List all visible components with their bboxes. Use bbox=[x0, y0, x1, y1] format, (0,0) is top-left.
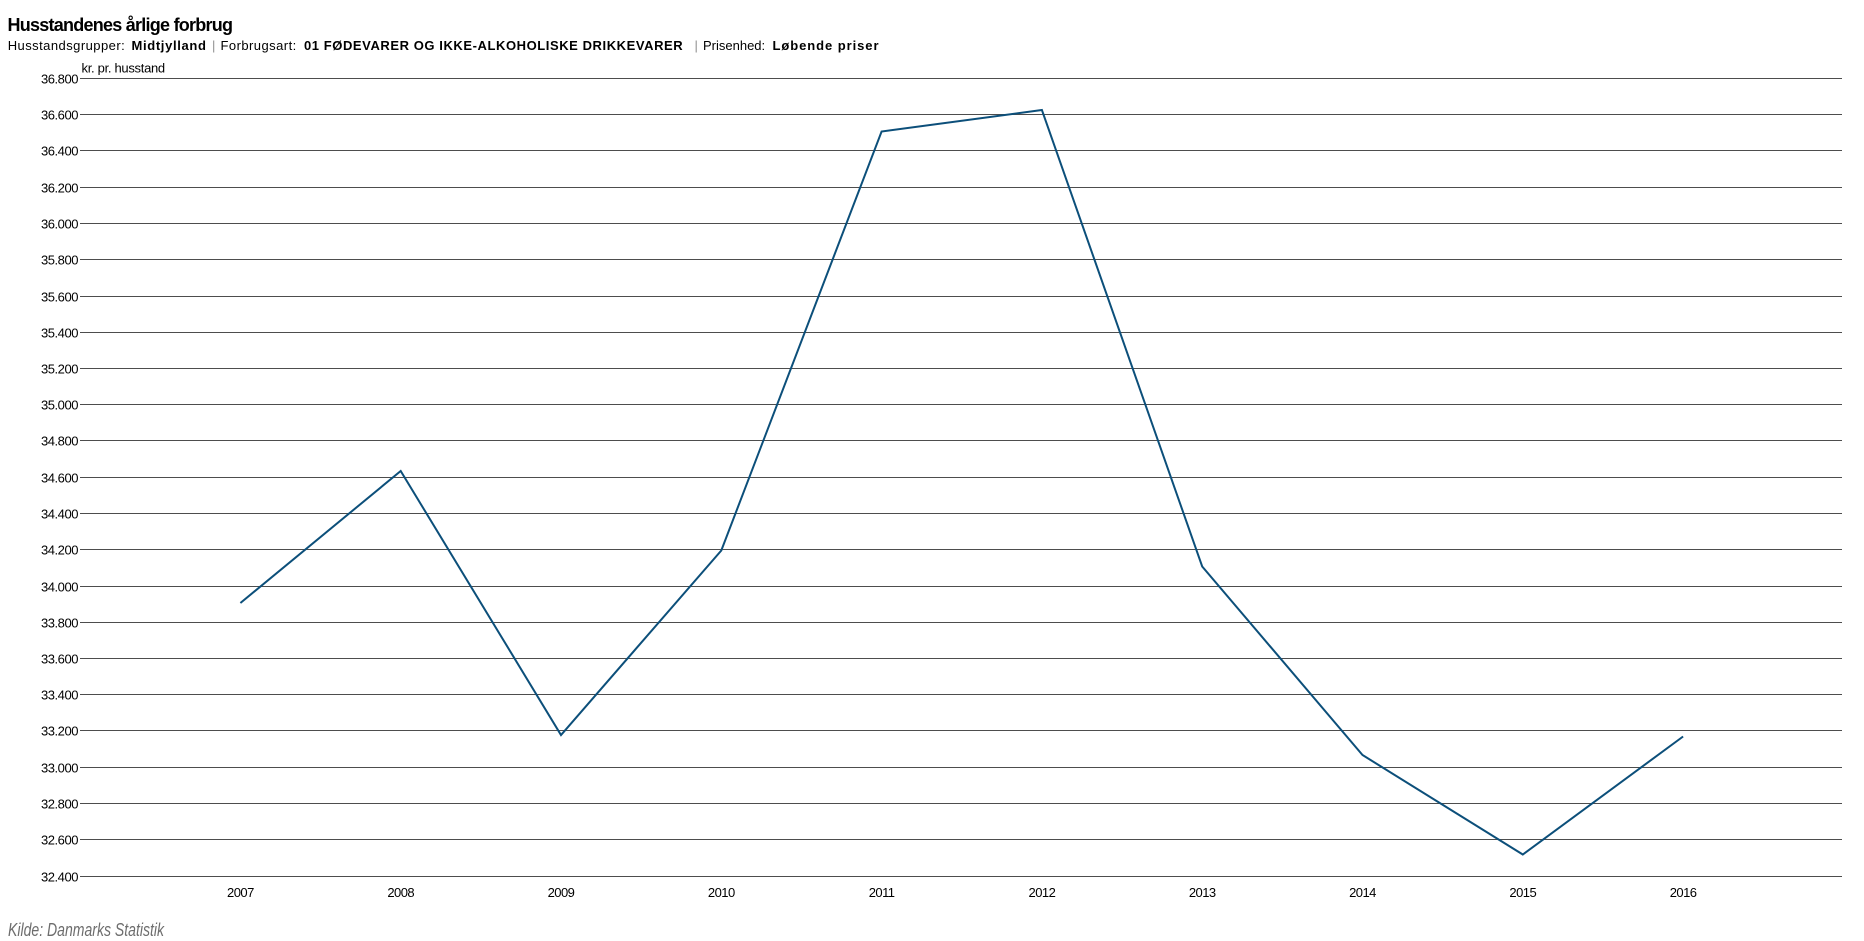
svg-text:2010: 2010 bbox=[708, 885, 735, 900]
svg-text:2007: 2007 bbox=[227, 885, 254, 900]
svg-text:35.400: 35.400 bbox=[41, 326, 78, 341]
svg-text:34.800: 34.800 bbox=[41, 434, 78, 449]
svg-text:33.200: 33.200 bbox=[41, 724, 78, 739]
svg-text:2015: 2015 bbox=[1509, 885, 1536, 900]
svg-text:33.000: 33.000 bbox=[41, 761, 78, 776]
svg-text:35.200: 35.200 bbox=[41, 362, 78, 377]
svg-text:2011: 2011 bbox=[869, 885, 895, 900]
svg-text:35.600: 35.600 bbox=[41, 290, 78, 305]
svg-text:2008: 2008 bbox=[387, 885, 414, 900]
svg-text:32.400: 32.400 bbox=[41, 870, 78, 885]
svg-text:34.400: 34.400 bbox=[41, 507, 78, 522]
svg-text:2014: 2014 bbox=[1349, 885, 1376, 900]
svg-text:34.600: 34.600 bbox=[41, 471, 78, 486]
svg-text:36.800: 36.800 bbox=[41, 72, 78, 87]
svg-text:36.600: 36.600 bbox=[41, 108, 78, 123]
svg-text:2013: 2013 bbox=[1189, 885, 1216, 900]
svg-text:33.600: 33.600 bbox=[41, 652, 78, 667]
svg-text:35.800: 35.800 bbox=[41, 253, 78, 268]
svg-text:36.400: 36.400 bbox=[41, 144, 78, 159]
svg-text:36.000: 36.000 bbox=[41, 217, 78, 232]
svg-text:2016: 2016 bbox=[1670, 885, 1697, 900]
svg-text:34.000: 34.000 bbox=[41, 580, 78, 595]
svg-text:2012: 2012 bbox=[1029, 885, 1056, 900]
svg-text:34.200: 34.200 bbox=[41, 543, 78, 558]
svg-text:kr. pr. husstand: kr. pr. husstand bbox=[82, 61, 165, 76]
svg-text:33.400: 33.400 bbox=[41, 688, 78, 703]
svg-text:36.200: 36.200 bbox=[41, 181, 78, 196]
svg-text:33.800: 33.800 bbox=[41, 616, 78, 631]
svg-text:35.000: 35.000 bbox=[41, 398, 78, 413]
svg-text:32.800: 32.800 bbox=[41, 797, 78, 812]
svg-text:32.600: 32.600 bbox=[41, 833, 78, 848]
svg-text:2009: 2009 bbox=[548, 885, 575, 900]
